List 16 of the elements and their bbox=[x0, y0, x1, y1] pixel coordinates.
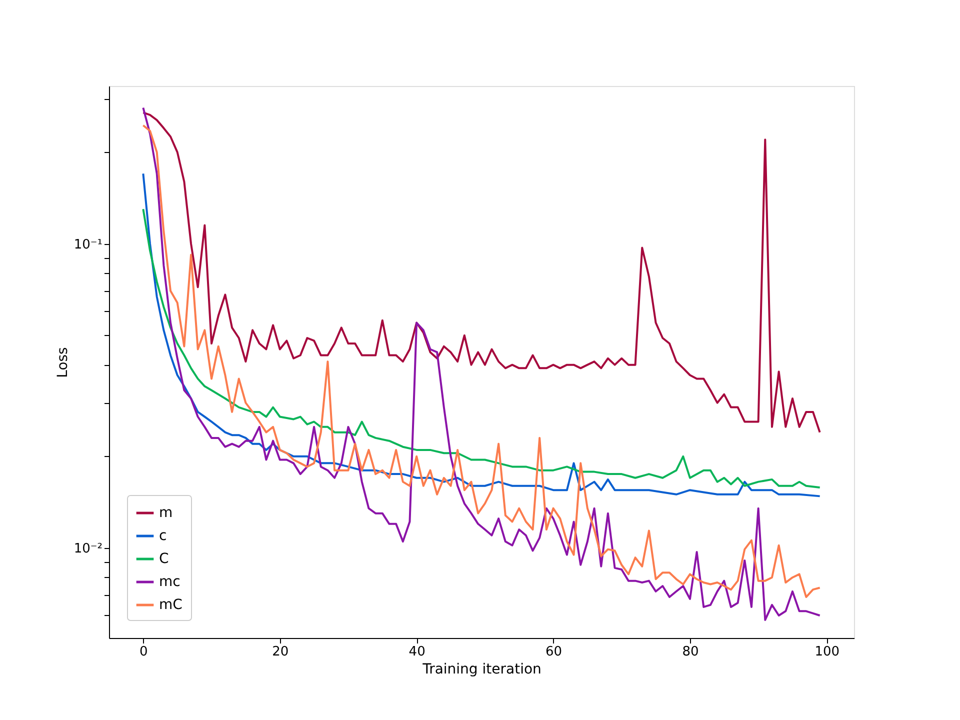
legend-label: mc bbox=[159, 574, 180, 590]
legend-label: m bbox=[159, 505, 173, 521]
y-tick-label: 10⁻¹ bbox=[74, 237, 102, 252]
y-axis-title: Loss bbox=[54, 347, 71, 378]
y-tick-label: 10⁻² bbox=[74, 541, 102, 556]
legend-label: c bbox=[159, 528, 167, 544]
legend-label: C bbox=[159, 551, 169, 567]
line-series bbox=[142, 112, 821, 434]
x-tick-label: 60 bbox=[545, 644, 562, 660]
legend-label: mC bbox=[159, 597, 183, 613]
x-tick-label: 0 bbox=[140, 644, 148, 660]
x-tick-label: 40 bbox=[408, 644, 426, 660]
x-tick-label: 80 bbox=[682, 644, 699, 660]
x-tick-label: 20 bbox=[272, 644, 289, 660]
x-axis-title: Training iteration bbox=[422, 662, 542, 678]
x-tick-label: 100 bbox=[814, 644, 840, 660]
